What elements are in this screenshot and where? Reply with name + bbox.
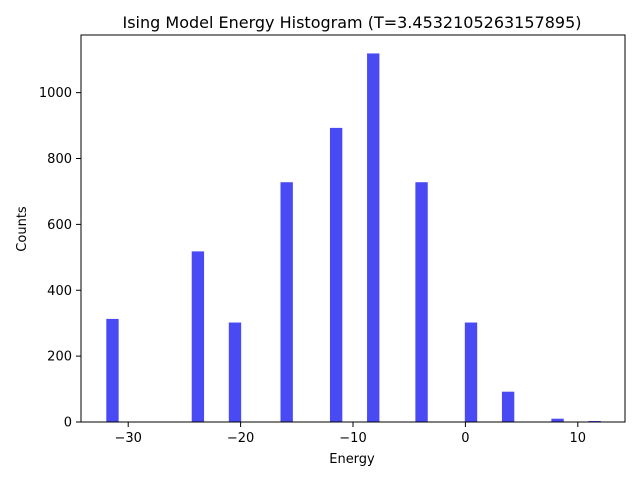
histogram-bar [415,182,428,422]
y-tick-label: 0 [64,416,72,431]
x-tick-label: −20 [227,431,254,446]
histogram-bar [464,322,478,422]
x-axis-label: Energy [329,452,375,467]
histogram-bar [501,391,515,422]
x-tick-label: 10 [570,431,587,446]
plot-frame [80,34,626,423]
histogram-bar [280,182,293,422]
histogram-bar [191,251,205,422]
chart-title: Ising Model Energy Histogram (T=3.453210… [123,13,582,32]
y-tick-label: 400 [47,284,72,299]
bars-group [106,53,601,423]
y-tick-label: 800 [47,152,72,167]
y-axis-label: Counts [15,206,30,252]
histogram-bar [329,127,343,422]
histogram-bar [367,53,380,423]
histogram-bar [106,318,119,422]
x-axis-ticks: −30 −20 −10 0 10 [114,422,586,446]
x-tick-label: 0 [461,431,469,446]
histogram-bar [228,322,242,422]
y-axis-ticks: 0 200 400 600 800 1000 [39,86,81,431]
histogram-bar [551,418,564,422]
y-tick-label: 200 [47,350,72,365]
x-tick-label: −30 [114,431,141,446]
x-tick-label: −10 [339,431,366,446]
y-tick-label: 1000 [39,86,72,101]
y-tick-label: 600 [47,218,72,233]
